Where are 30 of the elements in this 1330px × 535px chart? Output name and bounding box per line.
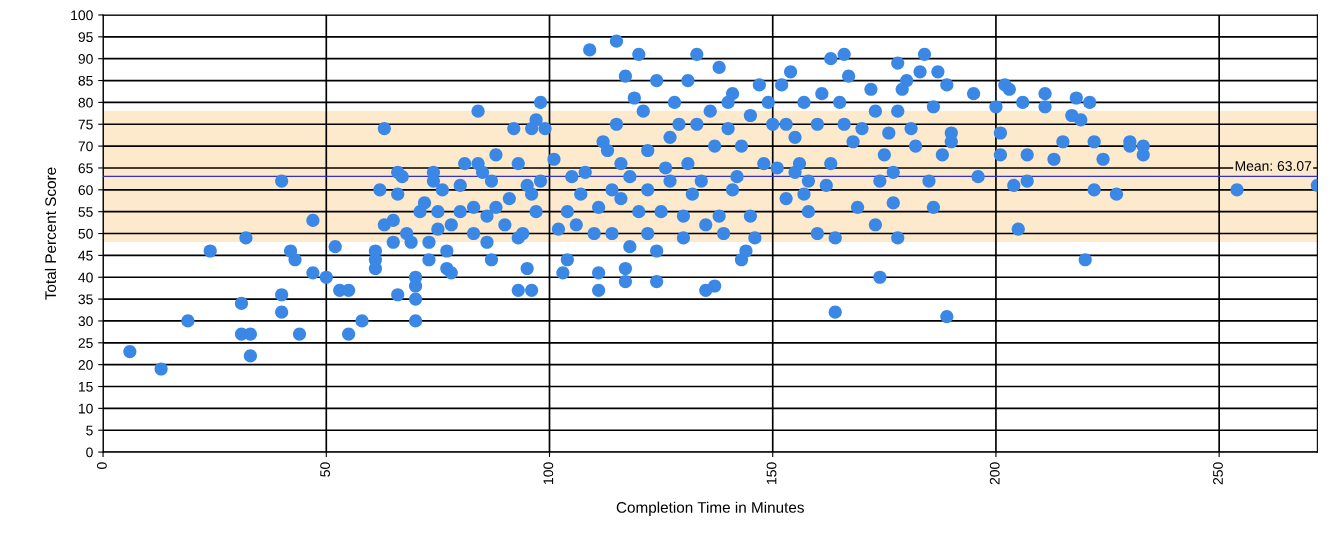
y-tick-label: 80 [78,97,93,108]
y-tick-label: 20 [78,359,93,370]
y-tick-label: 10 [78,403,93,414]
y-axis-title: Total Percent Score [44,167,57,300]
y-tick-label: 65 [78,163,93,174]
y-tick-label: 0 [86,447,93,458]
y-tick-label: 55 [78,207,93,217]
y-tick-label: 25 [78,338,93,348]
x-tick-label: 200 [989,462,1000,485]
y-tick-label: 100 [71,10,93,21]
y-tick-label: 50 [78,228,93,239]
y-tick-label: 40 [78,272,93,283]
y-tick-label: 85 [78,75,93,86]
y-tick-label: 5 [86,425,93,436]
x-axis-title: Completion Time in Minutes [616,501,804,516]
x-tick-label: 100 [543,462,554,484]
y-tick-label: 75 [78,119,93,130]
y-tick-label: 30 [78,316,93,327]
y-tick-label: 95 [78,32,93,42]
x-tick-label: 150 [766,462,777,484]
y-tick-label: 90 [78,54,93,64]
y-tick-label: 70 [78,141,93,152]
ref-line-label: Mean: 63.07 [1235,161,1312,171]
y-tick-label: 15 [78,381,93,392]
y-tick-label: 60 [78,185,93,195]
x-tick-label: 50 [320,462,331,477]
x-tick-label: 0 [96,462,107,469]
y-tick-label: 45 [78,250,93,261]
x-tick-label: 250 [1213,462,1223,485]
y-tick-label: 35 [78,294,93,305]
